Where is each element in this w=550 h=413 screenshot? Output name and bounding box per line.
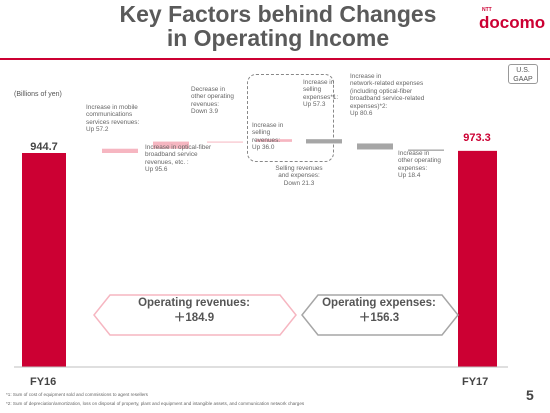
logo-wordmark: docomo <box>479 13 546 32</box>
bar-step-3 <box>207 141 243 143</box>
bar-fy16 <box>22 153 66 367</box>
bar-step-5 <box>306 139 342 144</box>
page-title: Key Factors behind Changes in Operating … <box>119 1 437 51</box>
bar-step-4 <box>256 139 292 142</box>
operating-revenues-summary: Operating revenues: ＋184.9 <box>98 296 290 326</box>
annotation-optical-revenues: Increase in optical-fiber broadband serv… <box>145 144 212 174</box>
expenses-summary-shape <box>301 294 459 336</box>
logo-ntt-text: NTT <box>482 7 492 13</box>
bar-step-6 <box>357 143 393 150</box>
annotation-other-revenues: Decrease in other operating revenues: Do… <box>191 86 234 116</box>
fy17-value-label: 973.3 <box>463 132 491 144</box>
operating-revenues-value: ＋184.9 <box>173 312 215 324</box>
annotation-selling-expenses: Increase in selling expenses*1: Up 57.3 <box>303 79 339 109</box>
footnote-2: *2: Sum of depreciation/amortization, lo… <box>6 401 305 406</box>
fy17-axis-label: FY17 <box>462 376 489 388</box>
annotation-selling-revenues: Increase in selling revenues: Up 36.0 <box>252 122 284 152</box>
revenues-summary-shape <box>93 294 297 336</box>
operating-expenses-summary: Operating expenses: ＋156.3 <box>306 296 452 326</box>
bar-step-1 <box>102 148 138 153</box>
annotation-selling-group: Selling revenues and expenses: Down 21.3 <box>275 165 323 187</box>
bar-step-2 <box>153 141 189 149</box>
accounting-standard-badge: U.S. GAAP <box>508 64 538 84</box>
bar-fy17 <box>458 150 497 367</box>
footnote-1: *1: Sum of cost of equipment sold and co… <box>6 392 148 397</box>
operating-expenses-label: Operating expenses: <box>322 297 436 309</box>
page-number: 5 <box>526 387 534 403</box>
selling-group-box <box>247 74 334 162</box>
operating-revenues-label: Operating revenues: <box>138 297 250 309</box>
bar-step-7 <box>408 149 444 151</box>
annotation-network-expenses: Increase in network-related expenses (in… <box>350 73 425 118</box>
header-divider <box>0 58 550 60</box>
fy16-axis-label: FY16 <box>30 376 57 388</box>
units-label: (Billions of yen) <box>14 91 62 98</box>
fy16-value-label: 944.7 <box>30 141 58 153</box>
annotation-other-expenses: Increase in other operating expenses: Up… <box>398 150 441 180</box>
operating-expenses-value: ＋156.3 <box>358 312 400 324</box>
annotation-mobile-revenues: Increase in mobile communications servic… <box>86 104 140 134</box>
